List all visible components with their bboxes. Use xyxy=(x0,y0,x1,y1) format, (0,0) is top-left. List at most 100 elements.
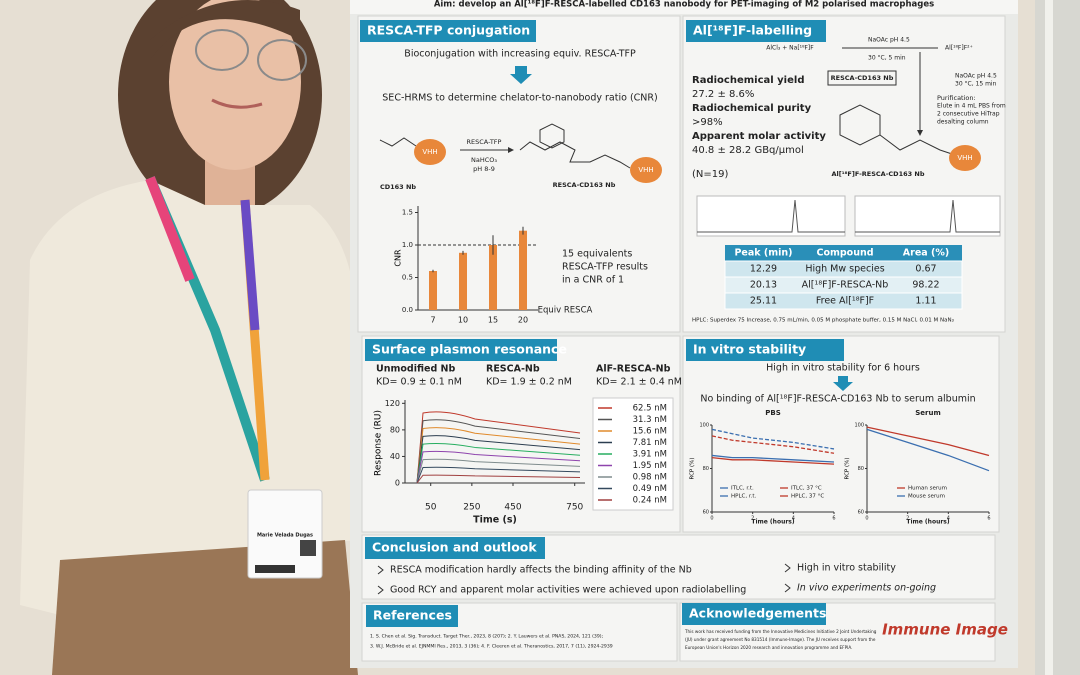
legend-label: 0.98 nM xyxy=(633,473,667,483)
text: desalting column xyxy=(937,119,989,126)
legend-label: HPLC, r.t. xyxy=(731,494,757,500)
bar xyxy=(429,271,437,310)
text: Elute in 4 mL PBS from xyxy=(937,103,1006,110)
x-tick-label: 250 xyxy=(463,503,480,513)
x-axis-label: Time (hours) xyxy=(751,519,794,526)
legend-label: ITLC, 37 °C xyxy=(791,486,822,492)
table-cell: 20.13 xyxy=(750,280,777,291)
nanobody xyxy=(630,157,662,183)
text: RESCA-TFP results xyxy=(562,262,648,273)
legend-label: 7.81 nM xyxy=(633,438,667,448)
nanobody-label: VHH xyxy=(957,154,972,162)
bullet xyxy=(377,585,384,595)
text: KD= 2.1 ± 0.4 nM xyxy=(596,377,682,388)
legend-label: HPLC, 37 °C xyxy=(791,494,824,500)
text: HPLC: Superdex 75 Increase, 0.75 mL/min,… xyxy=(692,318,954,324)
text: (N=19) xyxy=(692,169,728,180)
legend-label: 62.5 nM xyxy=(633,404,667,414)
y-axis-label: RCP (%) xyxy=(845,458,851,480)
sensorgram xyxy=(416,466,581,484)
door-frame xyxy=(1035,0,1080,675)
series-line xyxy=(866,426,990,457)
badge-name: Marie Velada Dugas xyxy=(257,533,313,539)
text: Unmodified Nb xyxy=(376,364,456,375)
text: RESCA-Nb xyxy=(486,364,540,375)
structure xyxy=(519,141,631,169)
text: CD163 Nb xyxy=(380,183,416,191)
text: Al[¹⁸F]F²⁺ xyxy=(945,45,973,52)
series-line xyxy=(711,456,835,465)
series-line xyxy=(711,435,835,454)
arrow xyxy=(833,376,853,391)
panel-header xyxy=(360,20,536,42)
legend-label: ITLC, r.t. xyxy=(731,486,754,492)
reference: 1. S. Chen et al. Sig. Transduct. Target… xyxy=(370,634,604,640)
banner: Aim: develop an Al[¹⁸F]F-RESCA-labelled … xyxy=(434,0,934,10)
x-tick-label: 6 xyxy=(832,516,835,522)
table-cell: Al[¹⁸F]F-RESCA-Nb xyxy=(802,280,889,291)
chart-title: PBS xyxy=(765,409,781,417)
panel-title: RESCA-TFP conjugation xyxy=(367,23,530,38)
x-tick-label: 2 xyxy=(906,516,909,522)
panel-title: In vitro stability xyxy=(693,342,806,357)
table-cell: 25.11 xyxy=(750,296,777,307)
panel-title: Al[¹⁸F]F-labelling xyxy=(693,23,812,38)
panel-header xyxy=(366,605,458,627)
nanobody xyxy=(414,139,446,165)
structure xyxy=(379,137,417,147)
frame-edge xyxy=(1045,0,1053,675)
text: High in vitro stability for 6 hours xyxy=(766,363,920,374)
trace xyxy=(855,199,1000,233)
text: Radiochemical yield xyxy=(692,75,804,86)
text: 2 consecutive HiTrap xyxy=(937,111,1000,118)
panel-header xyxy=(686,20,826,42)
table-cell: High Mw species xyxy=(805,264,884,275)
text: Apparent molar activity xyxy=(692,131,826,142)
text: 30 °C, 5 min xyxy=(868,55,906,62)
sensorgram xyxy=(416,427,581,484)
bar xyxy=(519,230,527,310)
y-axis-label: CNR xyxy=(394,249,403,267)
table-cell: 12.29 xyxy=(750,264,777,275)
legend-label: 3.91 nM xyxy=(633,450,667,460)
text: RESCA-CD163 Nb xyxy=(831,74,894,82)
arrowhead xyxy=(917,130,923,136)
panel-title: References xyxy=(373,608,452,623)
text: NaOAc pH 4.5 xyxy=(955,73,997,80)
logo: Immune Image xyxy=(882,621,1008,639)
y-tick-label: 60 xyxy=(703,510,709,516)
text: in a CNR of 1 xyxy=(562,275,624,286)
x-tick-label: 50 xyxy=(425,503,437,513)
legend-label: 0.24 nM xyxy=(633,496,667,506)
legend-label: 15.6 nM xyxy=(633,427,667,437)
x-tick-label: 4 xyxy=(947,516,950,522)
text: SEC-HRMS to determine chelator-to-nanobo… xyxy=(382,93,657,104)
y-tick-label: 0.0 xyxy=(402,306,413,314)
ack-line: European Union's Horizon 2020 research a… xyxy=(685,645,852,650)
chart-title: Serum xyxy=(915,409,941,417)
panel-header xyxy=(365,339,557,361)
table-header-cell: Compound xyxy=(816,248,873,259)
legend-label: 1.95 nM xyxy=(633,461,667,471)
ack-line: This work has received funding from the … xyxy=(684,629,877,634)
y-tick-label: 120 xyxy=(385,399,400,408)
sensorgram xyxy=(416,442,581,484)
y-tick-label: 40 xyxy=(390,452,400,461)
y-tick-label: 1.5 xyxy=(402,209,413,217)
text: NaHCO₃ xyxy=(471,156,497,164)
text: AlF-RESCA-Nb xyxy=(596,364,671,375)
text: 30 °C, 15 min xyxy=(955,81,997,88)
chromatogram xyxy=(854,195,1001,237)
x-tick-label: 20 xyxy=(518,316,528,325)
text: Bioconjugation with increasing equiv. RE… xyxy=(404,49,636,60)
structure xyxy=(539,123,565,149)
x-tick-label: 750 xyxy=(566,503,583,513)
panel-title: Surface plasmon resonance xyxy=(372,342,567,357)
table-cell: Free Al[¹⁸F]F xyxy=(816,296,874,307)
x-axis-label: Time (hours) xyxy=(906,519,949,526)
text: 15 equivalents xyxy=(562,249,632,260)
x-tick-label: 2 xyxy=(751,516,754,522)
text: 40.8 ± 28.2 GBq/µmol xyxy=(692,145,804,156)
text: pH 8-9 xyxy=(473,165,495,173)
